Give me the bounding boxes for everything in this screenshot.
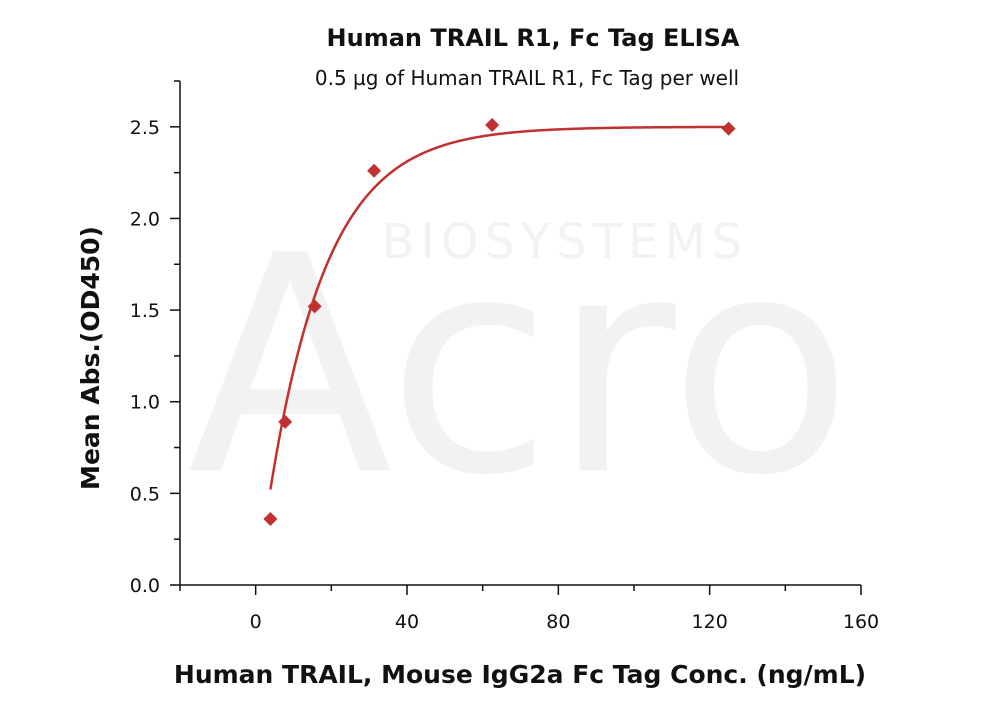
chart-subtitle: 0.5 µg of Human TRAIL R1, Fc Tag per wel…: [315, 66, 739, 90]
x-tick-label: 0: [250, 611, 262, 633]
x-tick-label: 80: [546, 611, 570, 633]
x-axis-label: Human TRAIL, Mouse IgG2a Fc Tag Conc. (n…: [174, 660, 866, 689]
data-point: [367, 163, 382, 178]
data-point: [263, 512, 278, 527]
y-tick-label: 0.5: [130, 483, 160, 505]
x-tick-label: 40: [395, 611, 419, 633]
data-point: [485, 117, 500, 132]
y-axis-label: Mean Abs.(OD450): [76, 226, 105, 490]
y-tick-label: 2.0: [130, 208, 160, 230]
chart-title: Human TRAIL R1, Fc Tag ELISA: [327, 24, 740, 52]
data-points: [263, 117, 736, 527]
data-point: [278, 414, 293, 429]
x-axis-ticks: 0 40 80 120 160: [179, 585, 879, 633]
y-tick-label: 1.5: [130, 300, 160, 322]
axes: [179, 81, 861, 586]
y-tick-label: 1.0: [130, 392, 160, 414]
watermark-tagline: BIOSYSTEMS: [382, 214, 749, 270]
data-point: [307, 299, 322, 314]
y-axis-ticks: 0.0 0.5 1.0 1.5 2.0 2.5: [130, 80, 180, 597]
y-tick-label: 2.5: [130, 117, 160, 139]
x-tick-label: 120: [692, 611, 728, 633]
fit-curve: [269, 125, 729, 490]
watermark: Acro BIOSYSTEMS: [187, 192, 852, 541]
watermark-brand: Acro: [187, 192, 852, 541]
x-tick-label: 160: [843, 611, 879, 633]
data-point: [721, 121, 736, 136]
y-tick-label: 0.0: [130, 575, 160, 597]
